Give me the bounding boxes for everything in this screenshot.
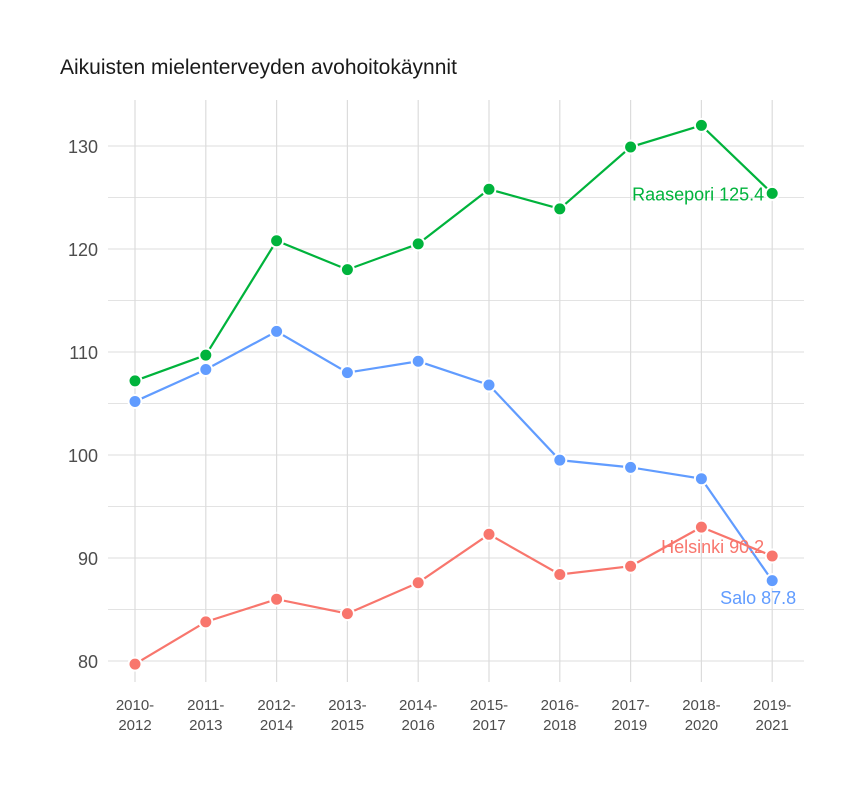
x-tick-label: 2017 <box>472 717 505 734</box>
chart-title: Aikuisten mielenterveyden avohoitokäynni… <box>60 56 457 79</box>
data-point <box>693 519 709 535</box>
x-tick-label: 2013- <box>328 697 366 714</box>
x-tick-label: 2020 <box>685 717 718 734</box>
x-tick-label: 2019- <box>753 697 791 714</box>
data-point <box>693 117 709 133</box>
data-point <box>481 526 497 542</box>
x-tick-label: 2015 <box>331 717 364 734</box>
data-point <box>410 575 426 591</box>
y-tick-label: 110 <box>69 343 98 363</box>
y-tick-label: 130 <box>68 137 98 157</box>
data-point <box>552 452 568 468</box>
end-label-salo: Salo 87.8 <box>720 588 796 608</box>
series-line <box>134 525 773 666</box>
x-tick-label: 2015- <box>470 697 508 714</box>
data-point <box>339 262 355 278</box>
data-point <box>481 181 497 197</box>
series-salo <box>127 323 780 589</box>
data-point <box>127 393 143 409</box>
data-point <box>623 459 639 475</box>
data-point <box>198 614 214 630</box>
y-axis-ticks: 80 90 100 110 120 130 <box>68 137 98 672</box>
data-point <box>339 606 355 622</box>
series-line <box>134 330 774 582</box>
data-point <box>269 323 285 339</box>
data-point <box>339 365 355 381</box>
data-point <box>693 471 709 487</box>
x-tick-label: 2019 <box>614 717 647 734</box>
end-label-raasepori: Raasepori 125.4 <box>632 184 764 204</box>
series-helsinki <box>127 519 780 672</box>
series-end-labels: Raasepori 125.4 Salo 87.8 Helsinki 90.2 <box>632 184 796 608</box>
data-point <box>623 139 639 155</box>
data-point <box>410 236 426 252</box>
y-tick-label: 120 <box>68 240 98 260</box>
end-label-helsinki: Helsinki 90.2 <box>661 537 764 557</box>
x-tick-label: 2012 <box>118 717 151 734</box>
y-tick-label: 80 <box>78 652 98 672</box>
data-point <box>552 566 568 582</box>
data-point <box>127 373 143 389</box>
data-point <box>764 573 780 589</box>
data-point <box>481 377 497 393</box>
x-tick-label: 2016- <box>541 697 579 714</box>
x-tick-label: 2012- <box>257 697 295 714</box>
data-point <box>127 656 143 672</box>
series-raasepori <box>127 117 780 389</box>
data-point <box>198 347 214 363</box>
data-point <box>764 548 780 564</box>
x-tick-label: 2010- <box>116 697 154 714</box>
series-line <box>134 124 773 382</box>
y-tick-label: 100 <box>68 446 98 466</box>
data-point <box>269 591 285 607</box>
x-tick-label: 2016 <box>402 717 435 734</box>
x-tick-label: 2018 <box>543 717 576 734</box>
y-tick-label: 90 <box>78 549 98 569</box>
series-lines <box>127 117 780 672</box>
data-point <box>198 362 214 378</box>
x-tick-label: 2011- <box>187 697 224 714</box>
x-tick-label: 2013 <box>189 717 222 734</box>
data-point <box>410 353 426 369</box>
data-point <box>623 558 639 574</box>
x-tick-label: 2021 <box>756 717 789 734</box>
x-tick-label: 2014- <box>399 697 437 714</box>
data-point <box>764 185 780 201</box>
x-tick-label: 2018- <box>682 697 720 714</box>
x-axis-ticks: 2010- 2012 2011- 2013 2012- 2014 2013- 2015 2014… <box>116 697 792 734</box>
x-tick-label: 2014 <box>260 717 293 734</box>
data-point <box>552 201 568 217</box>
data-point <box>269 233 285 249</box>
x-tick-label: 2017- <box>611 697 649 714</box>
